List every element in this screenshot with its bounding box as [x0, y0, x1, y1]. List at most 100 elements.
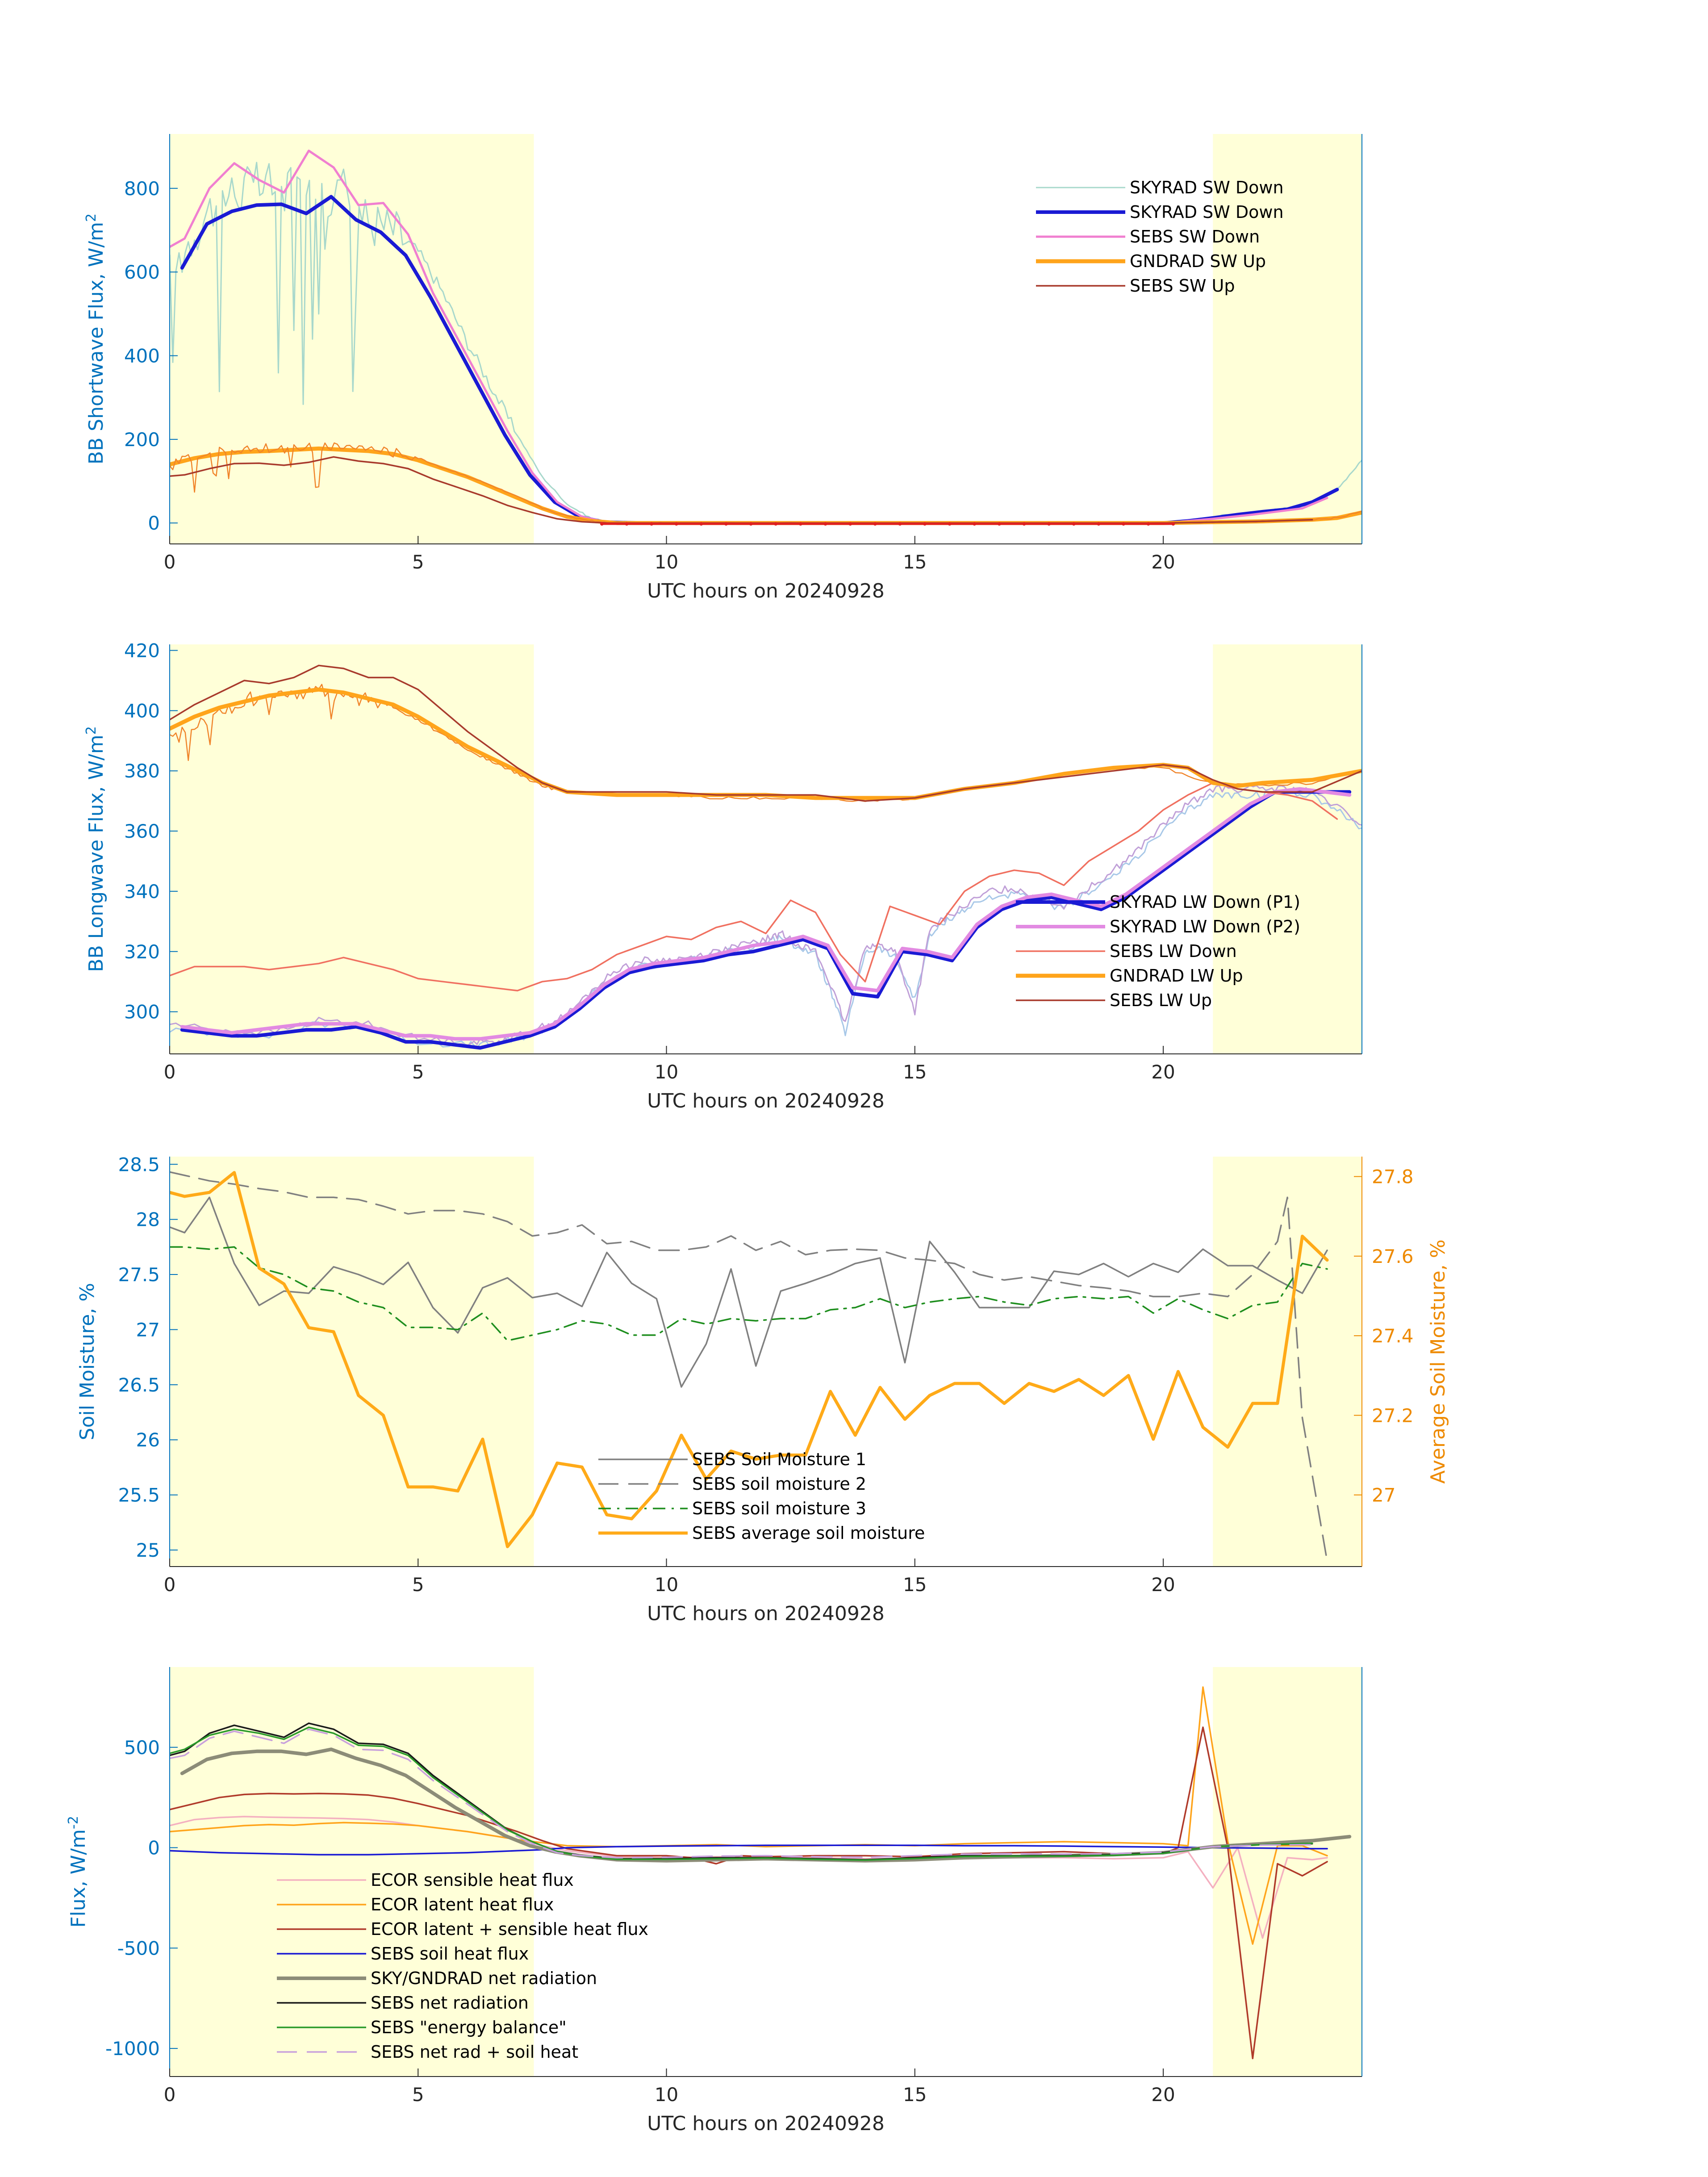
series-line-sebs-net-rad-soil-heat [170, 1728, 1313, 1859]
legend-label: ECOR latent + sensible heat flux [371, 1919, 648, 1939]
series-point [625, 522, 629, 526]
night-shade-0 [170, 1157, 534, 1567]
legend-label: SKYRAD SW Down [1130, 178, 1284, 197]
series-group [170, 664, 1362, 1050]
night-shade-1 [1213, 644, 1362, 1054]
y-right-tick-label: 27 [1372, 1484, 1395, 1506]
series-point [724, 522, 728, 526]
series-group [170, 1171, 1329, 1562]
series-point [898, 522, 902, 526]
y-axis-label: BB Shortwave Flux, W/m2 [84, 213, 108, 464]
x-tick-label: 20 [1151, 1061, 1175, 1083]
legend: SEBS Soil Moisture 1 SEBS soil moisture 2… [598, 1450, 925, 1543]
x-tick-label: 20 [1151, 2084, 1175, 2106]
y-tick-label: 25 [136, 1539, 160, 1561]
y-tick-label: 420 [124, 639, 160, 661]
series-point [1146, 522, 1150, 526]
y-axis-label-sup: -2 [66, 1816, 81, 1829]
series-point [674, 522, 678, 526]
y-right-tick-label: 27.8 [1372, 1166, 1414, 1188]
series-line-sebs-soil-moisture-2 [170, 1171, 1328, 1562]
y-right-axis-label: Average Soil Moisture, % [1427, 1239, 1449, 1483]
night-shade-1 [1213, 134, 1362, 544]
y-axis-label-sup: 2 [84, 213, 99, 222]
y-tick-label: 380 [124, 760, 160, 782]
legend-label: SEBS net radiation [371, 1993, 529, 2013]
x-tick-label: 15 [903, 1061, 927, 1083]
series-line-sebs-lw-up [170, 664, 1362, 802]
legend-label: SEBS soil moisture 2 [692, 1474, 866, 1494]
y-tick-label: -1000 [105, 2038, 160, 2060]
night-shade-0 [170, 1667, 534, 2077]
series-point [1171, 522, 1175, 526]
x-tick-label: 10 [655, 1061, 678, 1083]
x-tick-label: 20 [1151, 551, 1175, 573]
series-line-sebs-soil-heat-flux [170, 1844, 1328, 1856]
series-point [848, 522, 852, 526]
x-tick-label: 5 [412, 551, 424, 573]
y-tick-label: 28 [136, 1209, 160, 1231]
series-point [600, 522, 604, 526]
series-line-sebs-soil-moisture-1 [170, 1196, 1328, 1388]
y-tick-label: 500 [124, 1737, 160, 1759]
legend: ECOR sensible heat flux ECOR latent heat … [277, 1870, 648, 2062]
legend-label: SEBS average soil moisture [692, 1523, 925, 1543]
x-tick-label: 0 [164, 1061, 176, 1083]
series-point [749, 522, 753, 526]
y-tick-label: 28.5 [118, 1153, 160, 1175]
x-tick-label: 0 [164, 551, 176, 573]
y-tick-label: 26 [136, 1429, 160, 1451]
y-tick-label: 200 [124, 429, 160, 451]
y-right-tick-label: 27.2 [1372, 1404, 1414, 1426]
x-axis-label: UTC hours on 20240928 [647, 1090, 885, 1112]
y-tick-label: 800 [124, 178, 160, 200]
legend: SKYRAD SW Down SKYRAD SW Down SEBS SW Down… [1036, 178, 1284, 296]
y-tick-label: 0 [148, 512, 160, 534]
x-tick-label: 15 [903, 1574, 927, 1596]
series-line-skyrad-lw-down-p2- [180, 787, 1352, 1041]
legend-label: SEBS LW Down [1110, 941, 1237, 961]
legend-label: GNDRAD SW Up [1130, 251, 1266, 271]
series-point [798, 522, 802, 526]
series-point [1122, 522, 1125, 526]
series-point [699, 522, 703, 526]
y-tick-label: -500 [117, 1937, 160, 1959]
series-point [948, 522, 952, 526]
series-point [774, 522, 778, 526]
series-line-sebs-average-soil-moisture [170, 1171, 1329, 1548]
legend-label: SEBS Soil Moisture 1 [692, 1450, 866, 1469]
y-tick-label: 400 [124, 345, 160, 367]
y-tick-label: 300 [124, 1001, 160, 1023]
y-axis-label: BB Longwave Flux, W/m2 [84, 726, 108, 972]
legend-label: GNDRAD LW Up [1110, 966, 1243, 986]
x-axis-label: UTC hours on 20240928 [647, 580, 885, 602]
x-axis-label: UTC hours on 20240928 [647, 1602, 885, 1625]
series-point [823, 522, 827, 526]
series-group [170, 1686, 1352, 2060]
y-tick-label: 0 [148, 1837, 160, 1859]
series-line-sebs-soil-moisture-3 [170, 1246, 1328, 1341]
chart-sw: 0 5 10 15 20 UTC hours on 20240928 0 200 400 600 8… [84, 134, 1362, 602]
y-right-tick-label: 27.6 [1372, 1245, 1414, 1267]
legend: SKYRAD LW Down (P1) SKYRAD LW Down (P2) SE… [1016, 892, 1300, 1010]
x-tick-label: 5 [412, 1574, 424, 1596]
series-point [1072, 522, 1076, 526]
legend-label: SKY/GNDRAD net radiation [371, 1968, 597, 1988]
y-tick-label: 360 [124, 820, 160, 842]
x-tick-label: 10 [655, 551, 678, 573]
series-point [973, 522, 977, 526]
y-tick-label: 27.5 [118, 1264, 160, 1286]
series-point [873, 522, 877, 526]
chart-flux: 0 5 10 15 20 UTC hours on 20240928 -1000 -500 0 5… [66, 1667, 1362, 2135]
y-tick-label: 340 [124, 881, 160, 903]
legend-label: SKYRAD LW Down (P1) [1110, 892, 1300, 912]
x-tick-label: 10 [655, 2084, 678, 2106]
x-tick-label: 5 [412, 1061, 424, 1083]
night-shade-1 [1213, 1157, 1362, 1567]
series-group [170, 150, 1362, 526]
legend-label: ECOR latent heat flux [371, 1895, 554, 1914]
y-axis-label: Soil Moisture, % [76, 1283, 99, 1440]
legend-label: SEBS SW Down [1130, 227, 1260, 247]
night-shade-1 [1213, 1667, 1362, 2077]
